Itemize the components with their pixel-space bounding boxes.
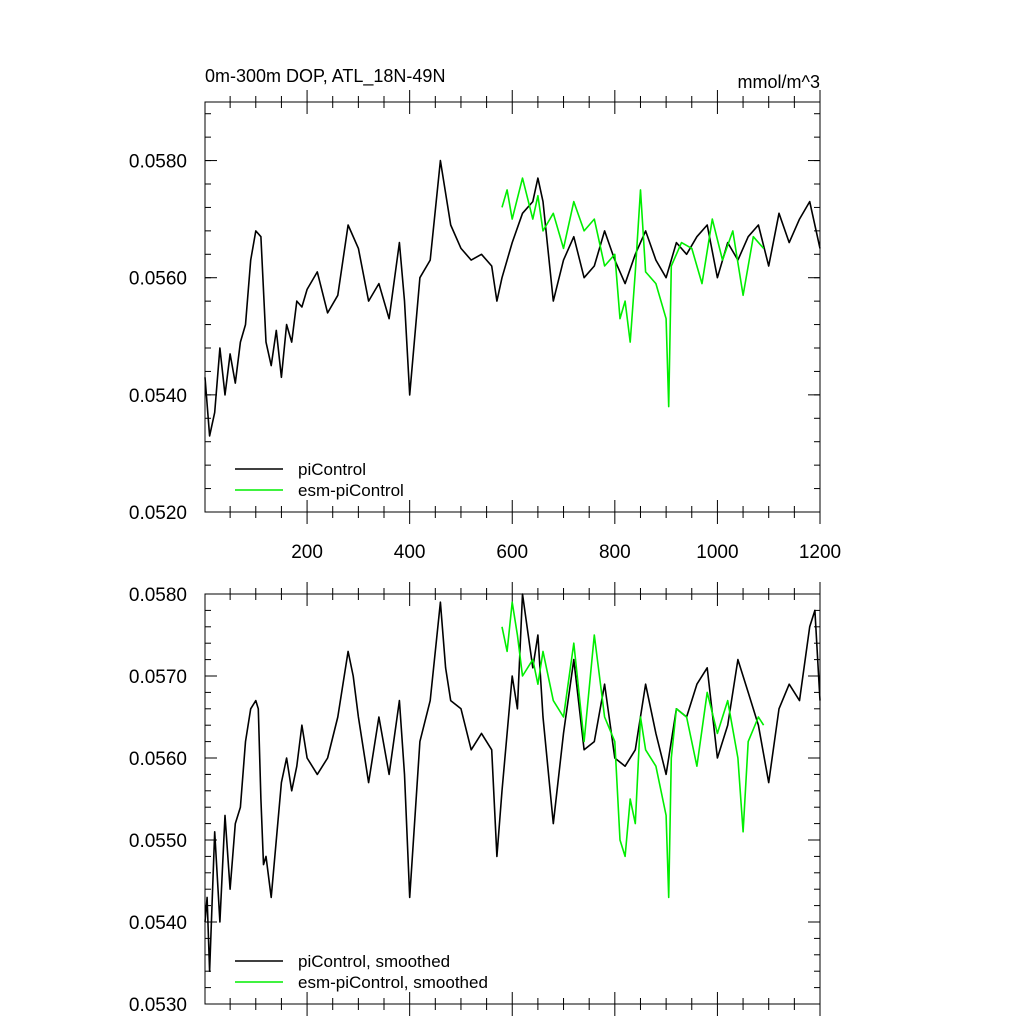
y-tick-label: 0.0560	[129, 269, 187, 290]
chart-title: 0m-300m DOP, ATL_18N-49N	[205, 66, 445, 87]
y-tick-label: 0.0530	[129, 995, 187, 1016]
x-tick-label: 600	[496, 542, 528, 563]
x-tick-label: 800	[599, 542, 631, 563]
plot-frame	[204, 593, 821, 1005]
series-line-picontrol-smoothed	[204, 593, 821, 973]
x-tick-label: 200	[291, 542, 323, 563]
legend-label: esm-piControl, smoothed	[298, 973, 488, 992]
y-tick-label: 0.0550	[129, 831, 187, 852]
top-panel: 0m-300m DOP, ATL_18N-49N mmol/m^3 0.0520 0.…	[129, 66, 841, 563]
plot-frame	[204, 101, 821, 513]
units-label: mmol/m^3	[738, 72, 820, 92]
y-tick-label: 0.0570	[129, 667, 187, 688]
x-tick-label: 1000	[696, 542, 738, 563]
series-line-esm-picontrol-smoothed	[501, 601, 765, 899]
x-tick-label: 400	[394, 542, 426, 563]
y-tick-label: 0.0540	[129, 386, 187, 407]
y-tick-label: 0.0580	[129, 585, 187, 606]
series-line-picontrol	[204, 159, 821, 437]
legend-label: piControl	[298, 460, 366, 479]
series-line-esm-picontrol	[501, 177, 765, 408]
legend-label: esm-piControl	[298, 481, 404, 500]
y-tick-label: 0.0540	[129, 913, 187, 934]
legend-label: piControl, smoothed	[298, 952, 450, 971]
x-tick-label: 1200	[799, 542, 841, 563]
y-tick-label: 0.0560	[129, 749, 187, 770]
y-tick-label: 0.0580	[129, 152, 187, 173]
y-tick-label: 0.0520	[129, 503, 187, 524]
bottom-panel: 0.0530 0.0540 0.0550 0.0560 0.0570 0.0580 piCo…	[129, 582, 821, 1016]
